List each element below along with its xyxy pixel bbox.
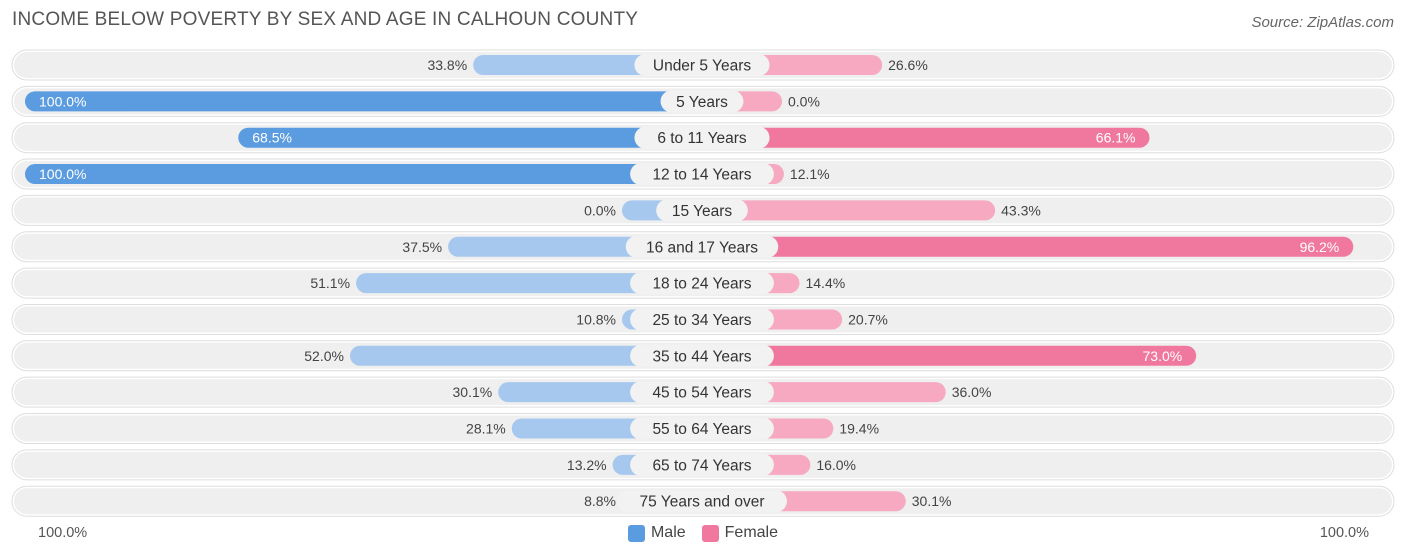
category-label: 35 to 44 Years <box>652 348 751 365</box>
value-label-female: 14.4% <box>805 275 845 291</box>
category-pill <box>630 344 774 367</box>
category-pill <box>630 272 774 295</box>
value-label-male: 28.1% <box>466 421 506 437</box>
axis-right-label: 100.0% <box>1319 525 1369 541</box>
value-label-female: 36.0% <box>952 384 992 400</box>
bar-male <box>25 91 702 112</box>
bar-male <box>349 345 702 366</box>
category-pill <box>634 54 770 76</box>
value-label-female: 16.0% <box>816 457 856 473</box>
value-label-male: 10.8% <box>576 311 616 327</box>
category-pill <box>630 417 774 440</box>
legend-swatch-female <box>701 524 719 542</box>
value-label-male: 33.8% <box>427 57 467 73</box>
value-label-female: 66.1% <box>1096 130 1136 146</box>
value-label-male: 37.5% <box>402 239 442 255</box>
category-pill <box>660 90 744 113</box>
value-label-male: 8.8% <box>584 493 616 509</box>
legend: Male Female <box>0 524 1406 542</box>
value-label-male: 51.1% <box>310 275 350 291</box>
category-pill <box>630 308 774 331</box>
value-label-female: 30.1% <box>912 493 952 509</box>
bar-female <box>702 200 996 221</box>
chart-title: INCOME BELOW POVERTY BY SEX AND AGE IN C… <box>12 9 639 30</box>
value-label-female: 0.0% <box>788 93 820 109</box>
value-label-female: 43.3% <box>1001 202 1041 218</box>
legend-item-female: Female <box>701 524 779 542</box>
bar-male <box>356 273 702 294</box>
value-label-male: 30.1% <box>453 384 493 400</box>
category-label: 55 to 64 Years <box>652 421 751 438</box>
value-label-female: 26.6% <box>888 57 928 73</box>
value-label-male: 52.0% <box>304 348 344 364</box>
category-label: 15 Years <box>672 203 733 220</box>
legend-label-male: Male <box>650 524 686 541</box>
category-pill <box>625 235 779 258</box>
value-label-female: 19.4% <box>839 421 879 437</box>
category-pill <box>617 490 787 513</box>
bar-female <box>702 127 1150 148</box>
category-label: 5 Years <box>676 94 728 111</box>
category-pill <box>630 163 774 186</box>
category-label: Under 5 Years <box>653 58 751 75</box>
category-label: 6 to 11 Years <box>657 130 747 147</box>
category-pill <box>630 381 774 404</box>
value-label-male: 100.0% <box>39 166 86 182</box>
value-label-male: 13.2% <box>567 457 607 473</box>
category-label: 18 to 24 Years <box>652 276 751 293</box>
axis-left-label: 100.0% <box>38 525 88 541</box>
legend-swatch-male <box>627 524 645 542</box>
diverging-bar-chart: 33.8% 26.6% Under 5 Years 100.0% 0.0% 5 Years… <box>11 49 1395 517</box>
bar-female <box>702 345 1197 366</box>
value-label-male: 100.0% <box>39 93 86 109</box>
category-label: 65 to 74 Years <box>652 457 751 474</box>
category-label: 16 and 17 Years <box>646 239 758 256</box>
value-label-male: 68.5% <box>252 130 292 146</box>
category-label: 75 Years and over <box>640 494 765 511</box>
category-pill <box>656 199 748 222</box>
bar-male <box>25 164 702 185</box>
category-label: 25 to 34 Years <box>652 312 751 329</box>
legend-label-female: Female <box>724 524 779 541</box>
bar-female <box>702 236 1354 257</box>
category-pill <box>634 126 770 149</box>
source-credit: Source: ZipAtlas.com <box>1251 14 1394 31</box>
bar-male <box>238 127 702 148</box>
category-label: 45 to 54 Years <box>652 385 751 402</box>
value-label-female: 73.0% <box>1143 348 1183 364</box>
value-label-male: 0.0% <box>584 202 616 218</box>
category-pill <box>630 453 774 476</box>
category-label: 12 to 14 Years <box>652 167 751 184</box>
legend-item-male: Male <box>627 524 686 542</box>
value-label-female: 12.1% <box>790 166 830 182</box>
value-label-female: 20.7% <box>848 311 888 327</box>
value-label-female: 96.2% <box>1300 239 1340 255</box>
